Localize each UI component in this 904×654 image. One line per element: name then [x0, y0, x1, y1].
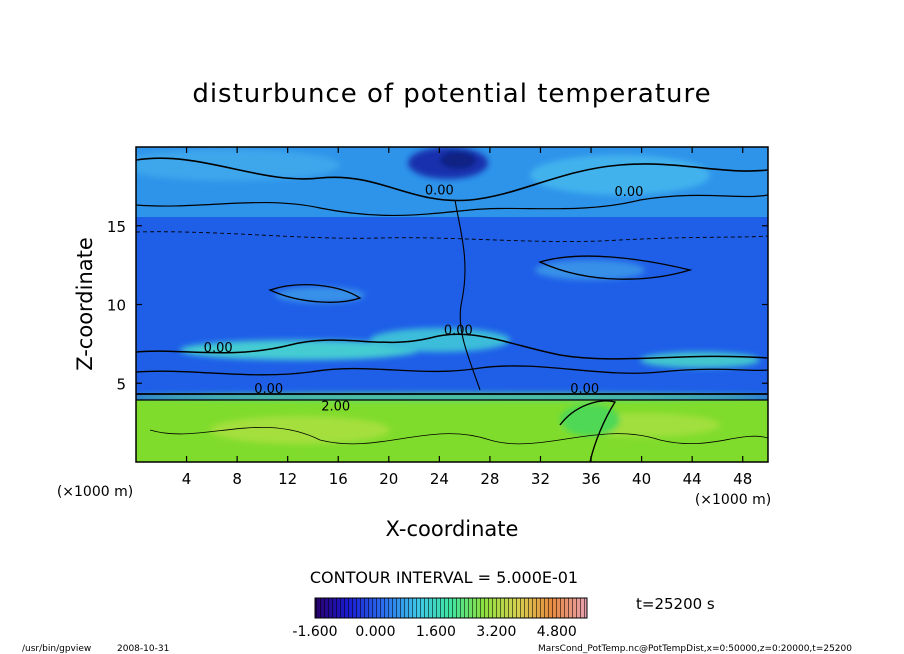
time-label: t=25200 s [636, 595, 715, 613]
colorbar-stripes [315, 598, 587, 618]
contour-label: 2.00 [321, 399, 350, 414]
mid-cyan-band-right [640, 352, 760, 368]
x-axis: 4 8 12 16 20 24 28 32 36 40 44 48 [182, 147, 752, 488]
contour-plume [454, 199, 481, 391]
x-tick-label: 12 [278, 470, 297, 488]
contour-upper-dashed [136, 231, 768, 242]
x-tick-label: 44 [683, 470, 702, 488]
contour-lower-thin [149, 427, 768, 445]
x-tick-label: 8 [232, 470, 242, 488]
lower-yellow-patch [210, 416, 390, 444]
x-tick-label: 48 [733, 470, 752, 488]
contour-label: 0.00 [444, 324, 473, 339]
colorbar-tick-label: -1.600 [292, 624, 337, 640]
colorbar-tick-label: 4.800 [537, 624, 577, 640]
contour-label: 0.00 [570, 382, 599, 397]
x-tick-label: 36 [581, 470, 600, 488]
contour-mid-band-2 [136, 365, 768, 376]
lower-stripe-green [136, 393, 768, 401]
colorbar-tick-labels: -1.600 0.000 1.600 3.200 4.800 [292, 624, 576, 640]
x-tick-label: 28 [480, 470, 499, 488]
colorbar-tick-label: 1.600 [416, 624, 456, 640]
mid-cyan-band-center [370, 328, 510, 352]
y-axis: 5 10 15 [107, 218, 768, 393]
contour-label: 0.00 [614, 185, 643, 200]
y-axis-label: Z-coordinate [73, 237, 97, 371]
colorbar-frame [314, 597, 588, 619]
contour-label: 0.00 [204, 341, 233, 356]
contour-upper [136, 157, 768, 202]
contour-mid-right-blob [538, 255, 693, 280]
contour-interval-label: CONTOUR INTERVAL = 5.000E-01 [310, 568, 578, 587]
contour-lines [136, 157, 768, 462]
colorbar-tick-label: 0.000 [355, 624, 395, 640]
contour-mid-left-blob [268, 284, 362, 303]
bubble-mid-right [535, 260, 645, 280]
x-tick-label: 24 [430, 470, 449, 488]
contour-mid-band [136, 333, 768, 360]
x-tick-label: 16 [329, 470, 348, 488]
top-anomaly-core [440, 151, 476, 169]
y-tick-label: 10 [107, 297, 126, 315]
footer-path: /usr/bin/gpview [22, 644, 91, 654]
chart-title: disturbunce of potential temperature [192, 79, 711, 109]
y-tick-label: 15 [107, 218, 126, 236]
footer-file-info: MarsCond_PotTemp.nc@PotTempDist,x=0:5000… [538, 644, 852, 654]
x-tick-label: 40 [632, 470, 651, 488]
x-unit-right: (×1000 m) [695, 492, 771, 508]
colorbar [314, 597, 588, 619]
footer-date: 2008-10-31 [117, 644, 169, 654]
upper-left-patch [136, 149, 340, 181]
contour-label: 0.00 [254, 382, 283, 397]
contour-lower-right [559, 400, 617, 462]
contour-label-group: 0.00 0.00 0.00 0.00 0.00 0.00 2.00 [204, 184, 644, 415]
x-tick-label: 32 [531, 470, 550, 488]
y-tick-label: 5 [116, 375, 126, 393]
x-tick-label: 20 [379, 470, 398, 488]
contour-upper-2 [136, 194, 768, 217]
x-axis-label: X-coordinate [386, 517, 519, 541]
x-unit-left: (×1000 m) [57, 484, 133, 500]
lower-green-patch [560, 404, 620, 436]
contour-label: 0.00 [425, 184, 454, 199]
x-tick-label: 4 [182, 470, 192, 488]
mid-cyan-band-left [180, 340, 420, 360]
colorbar-tick-label: 3.200 [476, 624, 516, 640]
heatmap-field [136, 147, 768, 462]
